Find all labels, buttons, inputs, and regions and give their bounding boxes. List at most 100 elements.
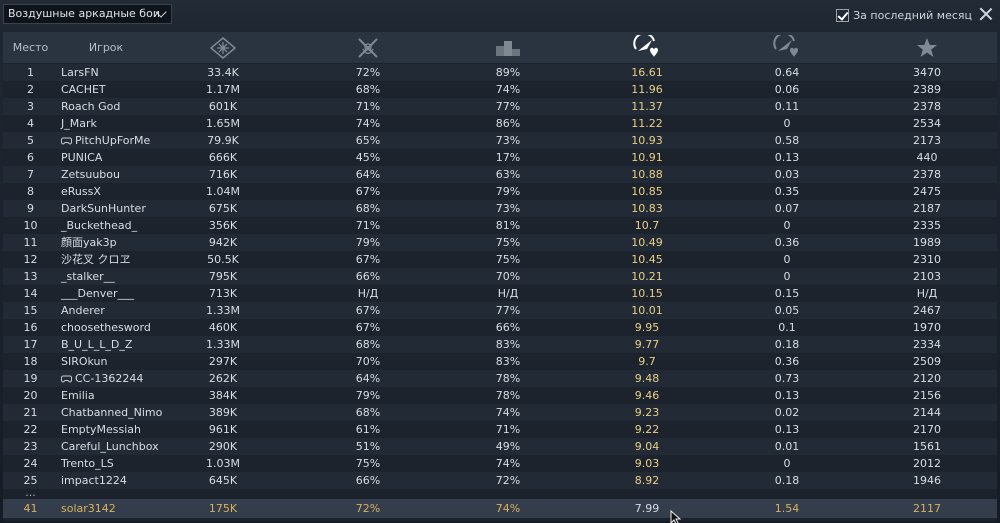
- player-name: eRussX: [61, 185, 101, 198]
- top-rate: 83%: [495, 355, 521, 368]
- podium-icon[interactable]: [458, 32, 558, 63]
- table-row[interactable]: 10 _Buckethead_ 356K 71% 81% 10.7 0 2335: [3, 217, 997, 234]
- victories: 79%: [355, 389, 381, 402]
- table-row[interactable]: 5 PitchUpForMe 79.9K 65% 73% 10.93 0.58 2173: [3, 132, 997, 149]
- score: 1946: [913, 474, 941, 487]
- air-kills: 16.61: [631, 66, 663, 79]
- own-deaths: 1.54: [774, 502, 800, 515]
- victories: 67%: [355, 185, 381, 198]
- close-icon[interactable]: [978, 6, 994, 22]
- air-kills: 10.88: [631, 168, 663, 181]
- score: 2103: [913, 270, 941, 283]
- score: 2156: [913, 389, 941, 402]
- top-rate: 83%: [495, 338, 521, 351]
- battles: 50.5K: [207, 253, 239, 266]
- period-checkbox[interactable]: [836, 8, 850, 22]
- battles: 297K: [208, 355, 238, 368]
- player-name: PUNICA: [61, 151, 103, 164]
- score: 440: [916, 151, 938, 164]
- place: 25: [23, 474, 38, 487]
- deaths: 0: [783, 253, 791, 266]
- table-row[interactable]: 17 B_U_L_L_D_Z 1.33M 68% 83% 9.77 0.18 2334: [3, 336, 997, 353]
- place: 10: [23, 219, 38, 232]
- place: 9: [27, 202, 34, 215]
- deaths: 0.13: [774, 151, 800, 164]
- table-row[interactable]: 19 CC-1362244 262K 64% 78% 9.48 0.73 2120: [3, 370, 997, 387]
- deaths: 0.13: [774, 423, 800, 436]
- table-row[interactable]: 1 LarsFN 33.4K 72% 89% 16.61 0.64 3470: [3, 64, 997, 81]
- score: 2378: [913, 100, 941, 113]
- air-kills: 9.23: [634, 406, 660, 419]
- place: 12: [23, 253, 38, 266]
- star-icon[interactable]: [877, 32, 977, 63]
- top-bar: Воздушные аркадные бои За последний меся…: [0, 0, 1000, 30]
- air-kills: 9.48: [634, 372, 660, 385]
- victories-icon[interactable]: [318, 32, 418, 63]
- air-kills-icon[interactable]: [597, 32, 697, 63]
- battles: 1.33M: [206, 304, 240, 317]
- own-player-row[interactable]: 41 solar3142 175K 72% 74% 7.99 1.54 2117: [3, 499, 997, 518]
- victories: 65%: [355, 134, 381, 147]
- top-rate: 72%: [495, 474, 521, 487]
- place: 3: [27, 100, 34, 113]
- column-header-player[interactable]: Игрок: [88, 41, 124, 54]
- table-row[interactable]: 2 CACHET 1.17M 68% 74% 11.96 0.06 2389: [3, 81, 997, 98]
- top-rate: 77%: [495, 304, 521, 317]
- place: 20: [23, 389, 38, 402]
- battles: 1.04M: [206, 185, 240, 198]
- victories: 74%: [355, 117, 381, 130]
- top-rate: 17%: [495, 151, 521, 164]
- table-row[interactable]: 20 Emilia 384K 79% 78% 9.46 0.13 2156: [3, 387, 997, 404]
- table-row[interactable]: 9 DarkSunHunter 675K 68% 73% 10.83 0.07 2187: [3, 200, 997, 217]
- table-row[interactable]: 25 impact1224 645K 66% 72% 8.92 0.18 1946: [3, 472, 997, 489]
- game-mode-dropdown[interactable]: Воздушные аркадные бои: [3, 4, 172, 24]
- place: 7: [27, 168, 34, 181]
- own-top-rate: 74%: [495, 502, 521, 515]
- top-rate: 74%: [495, 406, 521, 419]
- table-row[interactable]: 23 Careful_Lunchbox 290K 51% 49% 9.04 0.01 1561: [3, 438, 997, 455]
- deaths: 0.73: [774, 372, 800, 385]
- table-row[interactable]: 16 choosethesword 460K 67% 66% 9.95 0.1 1970: [3, 319, 997, 336]
- table-row[interactable]: 18 SIROkun 297K 70% 83% 9.7 0.36 2509: [3, 353, 997, 370]
- place: 16: [23, 321, 38, 334]
- player-name: Chatbanned_Nimo: [61, 406, 163, 419]
- table-row[interactable]: 6 PUNICA 666K 45% 17% 10.91 0.13 440: [3, 149, 997, 166]
- own-player-name: solar3142: [61, 502, 116, 515]
- table-row[interactable]: 13 _stalker__ 795K 66% 70% 10.21 0 2103: [3, 268, 997, 285]
- table-row[interactable]: 11 顔面yak3p 942K 79% 75% 10.49 0.36 1989: [3, 234, 997, 251]
- air-kills: 9.95: [634, 321, 660, 334]
- air-kills: 10.85: [631, 185, 663, 198]
- table-row[interactable]: 12 沙花叉 クロヱ 50.5K 67% 75% 10.45 0 2310: [3, 251, 997, 268]
- deaths: 0.1: [778, 321, 796, 334]
- period-toggle[interactable]: За последний месяц: [836, 7, 972, 23]
- player-name: ___Denver___: [61, 287, 135, 300]
- table-row[interactable]: 8 eRussX 1.04M 67% 79% 10.85 0.35 2475: [3, 183, 997, 200]
- player-name: _stalker__: [61, 270, 115, 283]
- deaths-icon[interactable]: [737, 32, 837, 63]
- battles-icon[interactable]: [173, 32, 273, 63]
- deaths: 0.15: [774, 287, 800, 300]
- top-rate: 77%: [495, 100, 521, 113]
- table-row[interactable]: 3 Roach God 601K 71% 77% 11.37 0.11 2378: [3, 98, 997, 115]
- table-row[interactable]: 22 EmptyMessiah 961K 61% 71% 9.22 0.13 2170: [3, 421, 997, 438]
- air-kills: 9.46: [634, 389, 660, 402]
- score: 1989: [913, 236, 941, 249]
- period-label: За последний месяц: [853, 8, 972, 22]
- player-name: 顔面yak3p: [61, 236, 117, 249]
- table-row[interactable]: 7 Zetsuubou 716K 64% 63% 10.88 0.03 2378: [3, 166, 997, 183]
- player-name: CC-1362244: [61, 370, 231, 387]
- leaderboard-rows: 1 LarsFN 33.4K 72% 89% 16.61 0.64 3470 2 CACHET 1.…: [3, 64, 997, 501]
- score: 2509: [913, 355, 941, 368]
- table-row[interactable]: 15 Anderer 1.33M 67% 77% 10.01 0.05 2467: [3, 302, 997, 319]
- column-header-place[interactable]: Место: [12, 41, 49, 54]
- player-name: SIROkun: [61, 355, 108, 368]
- table-row[interactable]: 14 ___Denver___ 713K Н/Д Н/Д 10.15 0.15 Н/Д: [3, 285, 997, 302]
- player-name-text: CC-1362244: [75, 372, 144, 385]
- top-rate: 79%: [495, 185, 521, 198]
- top-rate: 89%: [495, 66, 521, 79]
- table-row[interactable]: 4 J_Mark 1.65M 74% 86% 11.22 0 2534: [3, 115, 997, 132]
- table-row[interactable]: 21 Chatbanned_Nimo 389K 68% 74% 9.23 0.02 2144: [3, 404, 997, 421]
- place: 13: [23, 270, 38, 283]
- table-row[interactable]: 24 Trento_LS 1.03M 75% 74% 9.03 0 2012: [3, 455, 997, 472]
- deaths: 0: [783, 117, 791, 130]
